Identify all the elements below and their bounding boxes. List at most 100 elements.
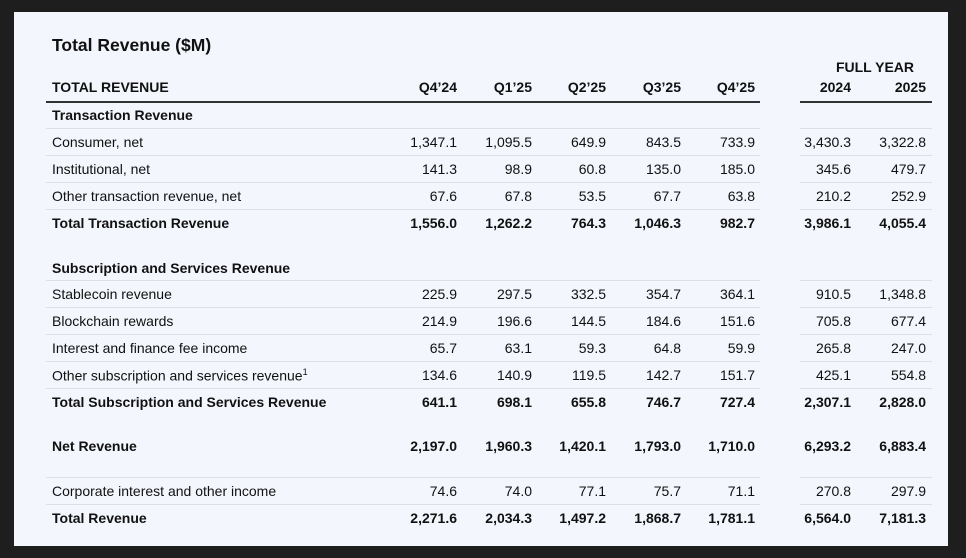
row-divider: [46, 182, 760, 183]
table-row: Corporate interest and other income 74.6 7…: [46, 478, 936, 504]
row-label-text: Corporate interest and other income: [52, 483, 277, 499]
row-label-text: Other transaction revenue, net: [52, 188, 242, 204]
cell-value: 247.0: [890, 340, 926, 356]
row-divider: [800, 477, 932, 478]
row-label-text: Blockchain rewards: [52, 313, 174, 329]
cell-value: 1,262.2: [485, 215, 532, 231]
row-label: Consumer, net: [52, 134, 143, 150]
row-label: Stablecoin revenue: [52, 286, 172, 302]
cell-value: 59.9: [727, 340, 755, 356]
table-row: Other subscription and services revenue1…: [46, 362, 936, 388]
cell-value: 1,420.1: [559, 438, 606, 454]
col-header: Q4’24: [418, 79, 457, 95]
row-divider: [46, 155, 760, 156]
cell-value: 2,828.0: [879, 394, 926, 410]
cell-value: 141.3: [421, 161, 457, 177]
table-row: Total Transaction Revenue 1,556.0 1,262.2 7…: [46, 210, 936, 236]
cell-value: 59.3: [578, 340, 606, 356]
col-header: 2024: [819, 79, 851, 95]
row-divider: [800, 388, 932, 389]
row-label-text: Net Revenue: [52, 438, 137, 454]
cell-value: 214.9: [421, 313, 457, 329]
row-divider: [46, 128, 760, 129]
col-header: Q1’25: [493, 79, 532, 95]
row-label-text: Consumer, net: [52, 134, 144, 150]
cell-value: 1,046.3: [634, 215, 681, 231]
row-label: Total Revenue: [52, 510, 147, 526]
full-year-label: FULL YEAR: [835, 59, 915, 75]
cell-value: 698.1: [496, 394, 532, 410]
cell-value: 77.1: [578, 483, 606, 499]
cell-value: 641.1: [421, 394, 457, 410]
cell-value: 151.6: [719, 313, 755, 329]
row-label-text: Other subscription and services revenue: [52, 367, 303, 384]
cell-value: 677.4: [890, 313, 926, 329]
table-title: Total Revenue ($M): [52, 35, 212, 55]
row-label: Other subscription and services revenue1: [52, 367, 308, 384]
cell-value: 65.7: [429, 340, 457, 356]
cell-value: 67.6: [429, 188, 457, 204]
cell-value: 1,710.0: [708, 438, 755, 454]
cell-value: 2,034.3: [485, 510, 532, 526]
cell-value: 2,197.0: [410, 438, 457, 454]
cell-value: 354.7: [645, 286, 681, 302]
table-row: Institutional, net 141.3 98.9 60.8 135.0 185.…: [46, 156, 936, 182]
table-row: Consumer, net 1,347.1 1,095.5 649.9 843.5 733…: [46, 129, 936, 155]
row-label: Interest and finance fee income: [52, 340, 247, 356]
cell-value: 74.0: [504, 483, 532, 499]
row-divider: [46, 504, 760, 505]
cell-value: 185.0: [719, 161, 755, 177]
cell-value: 1,868.7: [634, 510, 681, 526]
cell-value: 1,348.8: [879, 286, 926, 302]
cell-value: 425.1: [815, 367, 851, 383]
col-header: Q3’25: [642, 79, 681, 95]
row-divider: [800, 334, 932, 335]
row-divider: [46, 361, 760, 362]
col-header: Q4’25: [716, 79, 755, 95]
cell-value: 2,307.1: [804, 394, 851, 410]
cell-value: 3,322.8: [879, 134, 926, 150]
cell-value: 297.9: [890, 483, 926, 499]
cell-value: 63.1: [504, 340, 532, 356]
table-row: Total Revenue 2,271.6 2,034.3 1,497.2 1,868.…: [46, 505, 936, 531]
col-header: Q2’25: [567, 79, 606, 95]
cell-value: 7,181.3: [879, 510, 926, 526]
cell-value: 982.7: [719, 215, 755, 231]
cell-value: 196.6: [496, 313, 532, 329]
cell-value: 910.5: [815, 286, 851, 302]
cell-value: 75.7: [653, 483, 681, 499]
cell-value: 67.8: [504, 188, 532, 204]
table-row: Interest and finance fee income 65.7 63.1 5…: [46, 335, 936, 361]
row-label-text: Total Transaction Revenue: [52, 215, 230, 231]
cell-value: 144.5: [570, 313, 606, 329]
cell-value: 345.6: [815, 161, 851, 177]
cell-value: 297.5: [496, 286, 532, 302]
row-label: Corporate interest and other income: [52, 483, 276, 499]
cell-value: 98.9: [504, 161, 532, 177]
cell-value: 1,556.0: [410, 215, 457, 231]
row-label: Other transaction revenue, net: [52, 188, 241, 204]
footnote-marker: 1: [302, 367, 308, 377]
col-header: 2025: [894, 79, 926, 95]
table-row: Total Subscription and Services Revenue 6…: [46, 389, 936, 415]
row-divider: [800, 209, 932, 210]
row-label: Institutional, net: [52, 161, 150, 177]
row-divider: [800, 504, 932, 505]
row-label-text: Subscription and Services Revenue: [52, 260, 291, 276]
cell-value: 3,430.3: [804, 134, 851, 150]
cell-value: 705.8: [815, 313, 851, 329]
row-label: Net Revenue: [52, 438, 137, 454]
row-divider: [46, 388, 760, 389]
cell-value: 53.5: [578, 188, 606, 204]
cell-value: 6,883.4: [879, 438, 926, 454]
cell-value: 655.8: [570, 394, 606, 410]
cell-value: 270.8: [815, 483, 851, 499]
row-label-text: Transaction Revenue: [52, 107, 193, 123]
cell-value: 151.7: [719, 367, 755, 383]
cell-value: 332.5: [570, 286, 606, 302]
cell-value: 364.1: [719, 286, 755, 302]
section-header: Subscription and Services Revenue: [46, 255, 936, 281]
row-label-text: Total Revenue: [52, 510, 147, 526]
cell-value: 64.8: [653, 340, 681, 356]
row-label-text: Total Subscription and Services Revenue: [52, 394, 327, 410]
